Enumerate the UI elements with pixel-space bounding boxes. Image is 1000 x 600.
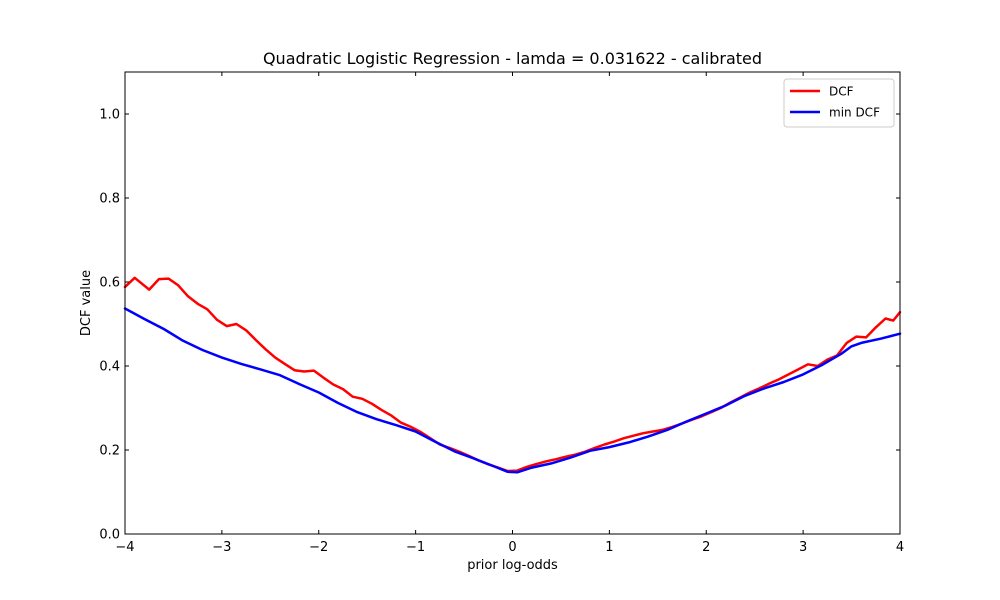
chart-title: Quadratic Logistic Regression - lamda = …	[263, 49, 762, 68]
y-axis-label: DCF value	[79, 270, 94, 336]
y-tick-label: 0.6	[99, 276, 120, 291]
series-layer	[123, 276, 902, 474]
x-axis: −4 −3 −2 −1 0 1 2 3 4	[115, 72, 904, 555]
x-tick-label: 3	[799, 540, 807, 555]
y-tick-label: 0.4	[99, 360, 120, 375]
x-tick-label: 2	[702, 540, 710, 555]
y-tick-label: 0.0	[99, 528, 120, 543]
legend: DCF min DCF	[783, 78, 895, 128]
x-tick-label: −3	[212, 540, 231, 555]
legend-label-min-dcf: min DCF	[829, 106, 880, 120]
x-tick-label: 4	[896, 540, 904, 555]
y-tick-label: 0.2	[99, 444, 120, 459]
x-tick-label: −1	[406, 540, 425, 555]
series-line-dcf	[123, 276, 902, 473]
y-axis: 0.0 0.2 0.4 0.6 0.8 1.0	[99, 108, 900, 543]
y-tick-label: 1.0	[99, 108, 120, 123]
x-tick-label: 0	[508, 540, 516, 555]
x-axis-label: prior log-odds	[467, 558, 558, 573]
x-tick-label: −2	[309, 540, 328, 555]
series-line-min-dcf	[123, 307, 902, 474]
y-tick-label: 0.8	[99, 192, 120, 207]
legend-label-dcf: DCF	[829, 85, 854, 99]
x-tick-label: 1	[605, 540, 613, 555]
plot-frame	[124, 71, 901, 535]
x-tick-label: −4	[115, 540, 134, 555]
